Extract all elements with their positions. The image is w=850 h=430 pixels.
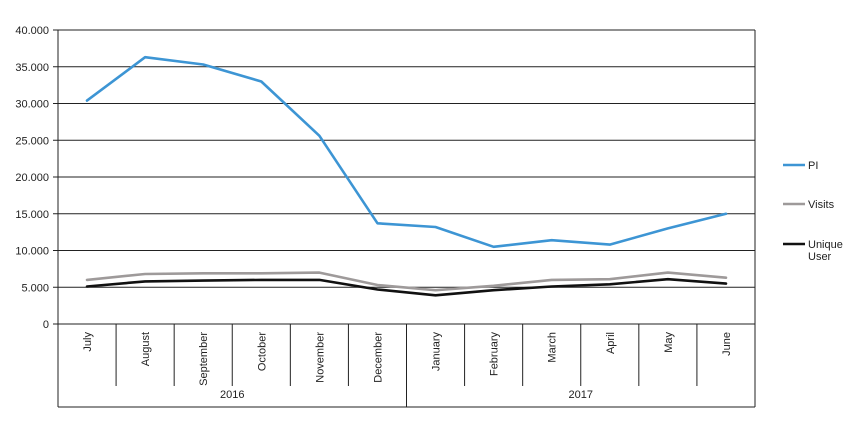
legend: PI Visits Unique User xyxy=(783,160,843,263)
x-tick-label: June xyxy=(721,332,733,356)
legend-label: PI xyxy=(808,160,818,172)
y-tick-label: 5.000 xyxy=(21,282,49,294)
x-group-label: 2017 xyxy=(569,389,593,401)
legend-label: Unique User xyxy=(808,239,843,263)
axis-layer: 0 5.000 10.000 15.000 20.000 25.000 30.000 35.0… xyxy=(15,25,756,408)
x-tick-label: March xyxy=(547,332,559,363)
x-tick-label: November xyxy=(314,332,326,383)
x-tick-label: February xyxy=(489,332,501,377)
legend-label-line: User xyxy=(808,251,832,263)
x-tick-label: January xyxy=(431,332,443,372)
series-line-pi xyxy=(85,55,728,249)
y-tick-label: 25.000 xyxy=(15,135,49,147)
x-tick-label: April xyxy=(605,332,617,354)
y-tick-label: 35.000 xyxy=(15,62,49,74)
x-tick-label: August xyxy=(140,332,152,366)
x-tick-label: October xyxy=(256,332,268,371)
x-tick-label: July xyxy=(82,332,94,352)
y-tick-label: 30.000 xyxy=(15,99,49,111)
y-tick-label: 40.000 xyxy=(15,25,49,37)
y-tick-label: 15.000 xyxy=(15,209,49,221)
x-tick-label: December xyxy=(372,332,384,383)
x-tick-label: May xyxy=(663,332,675,353)
series-line-visits xyxy=(85,271,728,292)
x-group-label: 2016 xyxy=(220,389,244,401)
y-tick-label: 20.000 xyxy=(15,172,49,184)
y-tick-label: 10.000 xyxy=(15,246,49,258)
legend-label: Visits xyxy=(808,199,835,211)
y-tick-label: 0 xyxy=(43,319,49,331)
legend-label-line: Unique xyxy=(808,239,843,251)
series-line-unique-user xyxy=(85,277,728,297)
grid-layer xyxy=(58,29,755,325)
series-layer xyxy=(85,55,728,297)
x-tick-label: September xyxy=(198,332,210,386)
